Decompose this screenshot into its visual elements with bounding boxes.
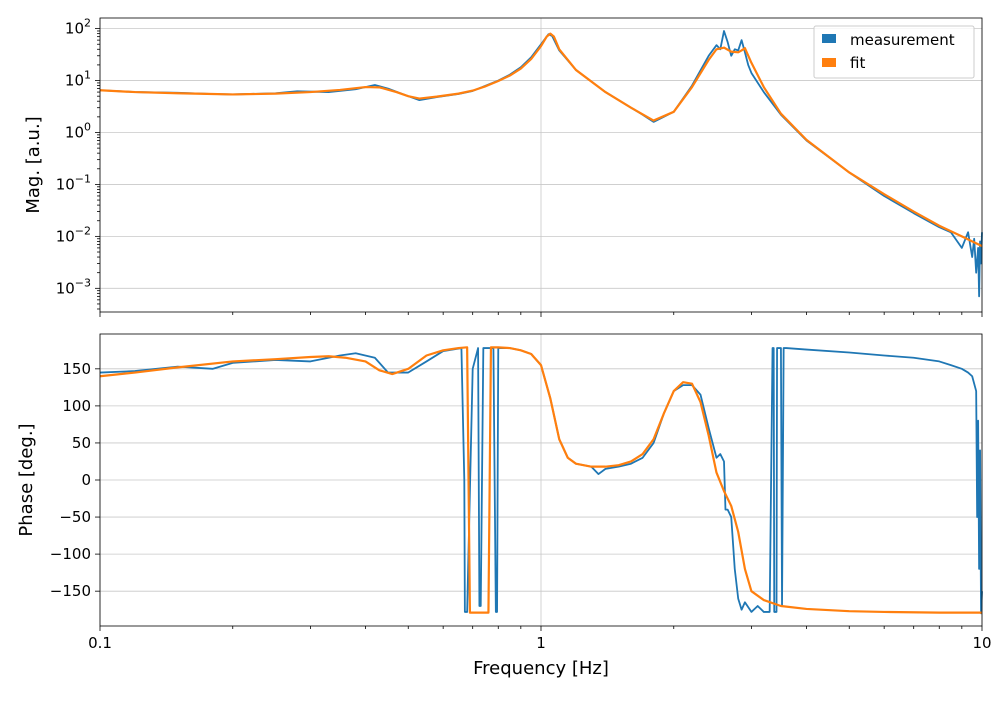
phase-lines	[99, 346, 983, 615]
legend-swatch-fit	[822, 58, 836, 67]
magnitude-y-tick-label: 10−1	[56, 172, 91, 193]
x-axis-label: Frequency [Hz]	[473, 658, 609, 679]
magnitude-y-tick-label: 10−3	[56, 276, 91, 297]
magnitude-panel: 10−3 10−2 10−1 100 101 102 Mag. [a.u.] measur…	[23, 17, 983, 317]
x-tick-label: 0.1	[88, 634, 112, 652]
phase-y-tick-label: 0	[81, 471, 91, 489]
magnitude-lines	[99, 30, 983, 298]
magnitude-y-tick-label: 102	[65, 17, 91, 38]
phase-y-tick-label: 100	[62, 397, 91, 415]
magnitude-y-tick-label: 101	[65, 69, 91, 90]
magnitude-ticks: 10−3 10−2 10−1 100 101 102	[56, 17, 983, 317]
phase-y-tick-label: 150	[62, 360, 91, 378]
phase-ticks: 0.1 1 10 −150 −100 −50 0 50 100 150	[50, 360, 992, 652]
legend-swatch-measurement	[822, 34, 836, 43]
legend-label-fit: fit	[850, 54, 865, 72]
magnitude-y-tick-label: 10−2	[56, 224, 91, 245]
magnitude-y-tick-label: 100	[65, 120, 91, 141]
legend-label-measurement: measurement	[850, 31, 955, 49]
phase-grid	[99, 334, 983, 626]
phase-y-tick-label: −150	[50, 582, 91, 600]
phase-y-tick-label: 50	[72, 434, 91, 452]
phase-y-axis-label: Phase [deg.]	[16, 423, 37, 536]
x-tick-label: 1	[536, 634, 546, 652]
legend: measurement fit	[813, 25, 975, 79]
legend-box	[813, 25, 975, 79]
phase-y-tick-label: −50	[59, 508, 91, 526]
x-tick-label: 10	[972, 634, 991, 652]
phase-y-tick-label: −100	[50, 545, 91, 563]
phase-fit-line	[99, 346, 982, 614]
magnitude-y-axis-label: Mag. [a.u.]	[23, 116, 44, 213]
magnitude-fit-line	[99, 32, 983, 248]
